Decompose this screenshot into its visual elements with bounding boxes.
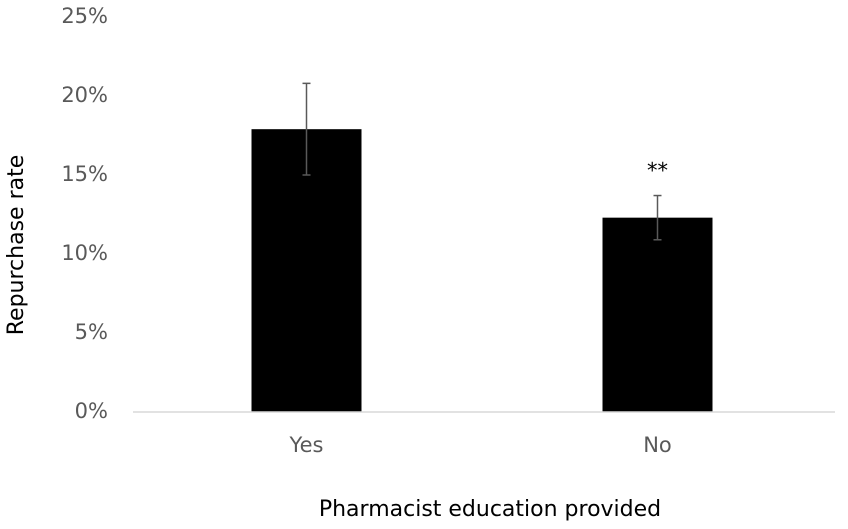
y-tick-label: 20% bbox=[61, 83, 108, 107]
y-axis-title: Repurchase rate bbox=[4, 155, 29, 336]
y-tick-label: 15% bbox=[61, 162, 108, 186]
x-tick-label: Yes bbox=[289, 433, 324, 457]
bar bbox=[602, 217, 713, 412]
y-tick-label: 0% bbox=[75, 399, 108, 423]
error-bar bbox=[302, 82, 311, 176]
y-tick-label: 25% bbox=[61, 4, 108, 28]
error-bar bbox=[653, 194, 662, 241]
y-tick-label: 5% bbox=[75, 320, 108, 344]
annotation: ** bbox=[647, 159, 668, 183]
x-axis-title: Pharmacist education provided bbox=[319, 497, 661, 522]
x-tick-label: No bbox=[643, 433, 672, 457]
y-tick-label: 10% bbox=[61, 241, 108, 265]
bar bbox=[251, 129, 362, 412]
